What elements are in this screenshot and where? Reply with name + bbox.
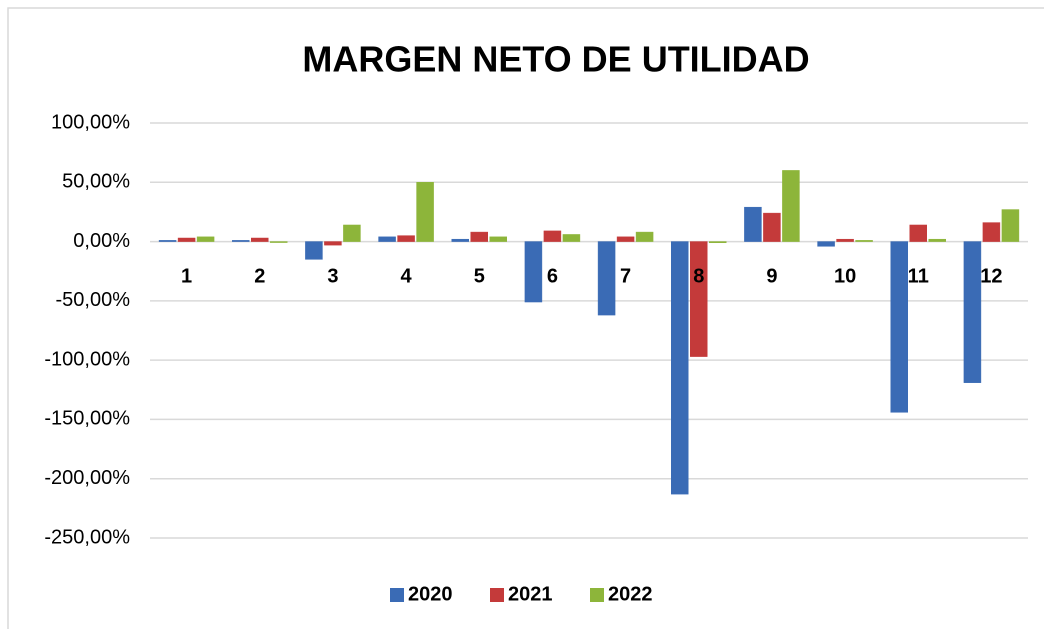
y-tick-label: 0,00% [73,230,130,252]
bar [597,241,616,316]
legend-swatch [390,588,404,602]
bar [890,241,908,413]
bar [251,237,269,242]
bar [470,231,488,242]
y-tick-label: -50,00% [56,289,131,311]
bar [616,236,635,242]
bar [982,222,1001,242]
bar [177,237,196,242]
chart-title: MARGEN NETO DE UTILIDAD [302,39,809,80]
bar [324,241,342,246]
x-tick-label: 9 [766,265,777,287]
y-tick-label: 50,00% [62,171,130,193]
bar [763,212,781,242]
x-tick-label: 5 [474,265,485,287]
bar [963,241,982,383]
legend-label: 2020 [408,583,453,605]
bar [305,241,323,260]
bar [855,240,873,242]
bar [836,238,854,242]
x-tick-label: 4 [401,265,413,287]
bar [397,235,415,242]
bar [635,231,654,242]
bar [817,241,835,247]
x-tick-label: 1 [181,265,192,287]
bar [709,241,727,244]
legend-label: 2022 [608,583,653,605]
x-tick-label: 7 [620,265,631,287]
bar [690,241,708,357]
bar [270,241,288,243]
legend-swatch [590,588,604,602]
bar [343,224,361,242]
y-tick-label: 100,00% [51,111,130,133]
x-tick-label: 11 [908,265,929,287]
bar [782,170,800,242]
chart-frame [7,7,1044,629]
y-tick-label: -150,00% [44,408,130,430]
x-tick-label: 6 [547,265,558,287]
x-tick-label: 2 [254,265,265,287]
y-tick-label: -250,00% [44,526,130,548]
y-tick-label: -100,00% [44,348,130,370]
bar [543,230,562,242]
bar [928,238,946,242]
x-tick-label: 10 [834,265,856,287]
bar [562,234,581,242]
bar [744,206,762,242]
bar [1001,209,1020,242]
legend-swatch [490,588,504,602]
bar [671,241,689,495]
bar [378,236,396,242]
bar [489,236,507,242]
x-tick-label: 3 [327,265,338,287]
bar [416,182,434,242]
bar [909,224,927,242]
x-tick-label: 12 [980,265,1002,287]
y-tick-label: -200,00% [44,467,130,489]
bar [451,238,469,242]
bar [158,240,177,242]
bar [196,236,215,242]
bar [524,241,543,303]
x-tick-label: 8 [693,265,704,287]
legend-label: 2021 [508,583,553,605]
bar [232,240,250,242]
